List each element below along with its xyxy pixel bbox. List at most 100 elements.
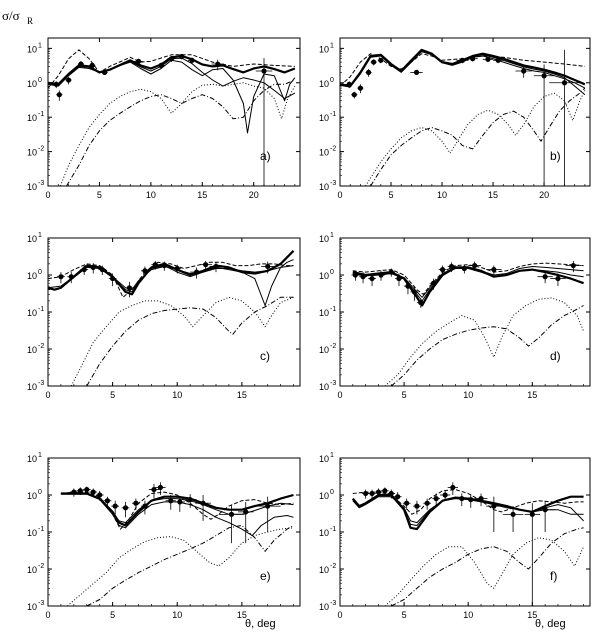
data-point [168, 498, 174, 504]
data-point [459, 495, 465, 502]
data-point [542, 507, 548, 513]
series-dashed-curve [340, 53, 585, 87]
y-tick-label: 10 [319, 44, 329, 54]
y-tick-exponent: -1 [38, 111, 44, 118]
x-tick-label: 5 [97, 190, 102, 200]
y-tick-label: 10 [319, 79, 329, 89]
data-point [97, 492, 103, 498]
x-tick-label: 15 [527, 390, 537, 400]
data-point [84, 486, 90, 493]
data-point [470, 56, 476, 62]
y-tick-label: 10 [319, 148, 329, 158]
data-point [110, 275, 116, 282]
series-dashdot-curve [391, 527, 584, 606]
data-point [442, 492, 448, 498]
panel-frame [339, 37, 591, 187]
y-tick-exponent: 0 [330, 269, 334, 276]
x-tick-label: 15 [527, 610, 537, 620]
data-point [360, 274, 366, 280]
y-tick-label: 10 [319, 491, 329, 501]
y-tick-exponent: -1 [330, 111, 336, 118]
data-point [418, 299, 424, 306]
series-thin-curve [48, 57, 296, 99]
y-tick-exponent: 1 [330, 452, 334, 459]
x-tick-label: 15 [488, 190, 498, 200]
data-point [510, 511, 516, 517]
data-point [414, 503, 420, 509]
series-dashdot-curve [66, 79, 296, 186]
data-point [521, 68, 527, 74]
data-point [561, 80, 568, 86]
y-tick-exponent: -2 [38, 146, 44, 153]
y-tick-label: 10 [319, 454, 329, 464]
panel-label: e) [260, 569, 271, 583]
data-point [413, 69, 420, 76]
panel-label: a) [260, 149, 271, 163]
data-point [189, 57, 195, 63]
y-tick-exponent: -1 [330, 526, 336, 533]
data-point [265, 263, 271, 270]
y-tick-exponent: 1 [38, 42, 42, 49]
y-tick-exponent: 0 [38, 489, 42, 496]
y-tick-label: 10 [319, 271, 329, 281]
y-tick-exponent: 1 [38, 232, 42, 239]
data-point [187, 497, 193, 503]
data-point [135, 58, 142, 64]
x-tick-label: 5 [402, 390, 407, 400]
x-tick-label: 5 [110, 610, 115, 620]
y-tick-label: 10 [27, 234, 37, 244]
data-point [203, 262, 209, 268]
y-tick-label: 10 [319, 382, 329, 392]
y-tick-exponent: 1 [330, 232, 334, 239]
x-tick-label: 0 [337, 390, 342, 400]
x-tick-label: 10 [463, 390, 473, 400]
series-thick-curve [352, 266, 584, 307]
data-point [228, 511, 235, 517]
data-point [56, 92, 62, 98]
data-point [158, 62, 164, 68]
panel-data-points [69, 482, 281, 544]
panel-data-points [351, 260, 582, 308]
panel-curves [48, 49, 296, 186]
panel-data-points [346, 49, 580, 186]
data-point [53, 81, 59, 87]
data-point [71, 489, 77, 495]
y-tick-exponent: 0 [38, 77, 42, 84]
panel-data-points [53, 53, 273, 186]
series-thick-curve [48, 54, 296, 86]
y-tick-exponent: 1 [330, 42, 334, 49]
y-tick-label: 10 [27, 79, 37, 89]
x-tick-label: 0 [45, 390, 50, 400]
y-tick-label: 10 [319, 182, 329, 192]
series-thick-curve [48, 250, 295, 296]
series-dashdot-curve [86, 296, 294, 386]
y-tick-exponent: 0 [330, 77, 334, 84]
panel-curves [351, 489, 585, 606]
series-dashed-curve [60, 491, 294, 530]
series-thick-curve [340, 48, 586, 88]
data-point [104, 498, 111, 504]
y-tick-exponent: -2 [38, 563, 44, 570]
y-tick-label: 10 [27, 528, 37, 538]
series-dotted-curve [70, 296, 294, 386]
data-point [142, 503, 148, 509]
panel-frame [339, 457, 591, 607]
y-tick-label: 10 [319, 565, 329, 575]
data-point [459, 57, 466, 63]
x-tick-label: 0 [45, 190, 50, 200]
data-point [485, 56, 491, 62]
x-tick-label: 5 [110, 390, 115, 400]
data-point [491, 503, 497, 509]
series-thick-curve [351, 493, 584, 531]
series-dashed-curve [352, 489, 584, 515]
data-point [478, 495, 484, 502]
y-tick-label: 10 [27, 382, 37, 392]
panel-label: b) [550, 149, 561, 163]
series-dashdot-curve [86, 525, 294, 606]
data-point [404, 500, 410, 506]
series-thin-curve [48, 59, 296, 134]
